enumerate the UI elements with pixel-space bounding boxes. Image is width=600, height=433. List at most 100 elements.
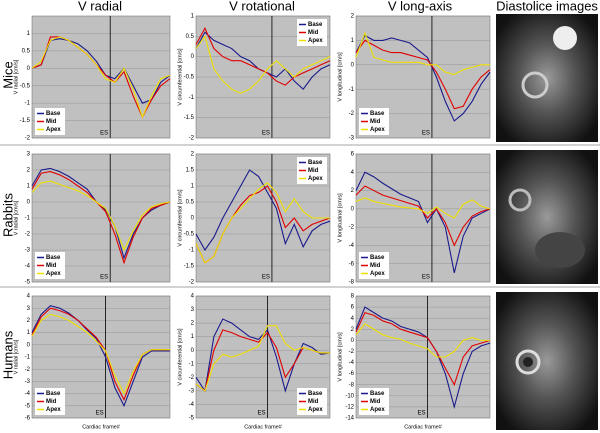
y-tick-label: -3 [25,379,31,385]
legend-label: Apex [370,407,385,413]
legend-label: Apex [46,127,61,133]
es-label: ES [262,131,270,137]
y-tick-label: 0 [351,206,355,212]
y-tick-label: 0 [191,54,195,60]
y-tick-label: -2 [349,111,355,117]
legend-label: Mid [370,119,381,125]
y-tick-label: -8 [349,382,355,388]
series-line [355,197,491,219]
series-line [355,185,491,247]
y-axis-label: V longitudinal [cm/s] [337,193,343,243]
es-label: ES [417,411,425,417]
y-tick-label: 8 [351,294,355,300]
series-line [195,325,330,392]
y-tick-label: 4 [27,294,31,300]
y-tick-label: 1 [191,14,195,20]
mri-image [496,150,598,284]
legend-label: Base [46,391,61,397]
legend-label: Apex [308,176,323,182]
legend-label: Mid [308,168,319,174]
legend-label: Base [370,391,385,397]
y-tick-label: 0 [27,342,31,348]
y-tick-label: -1 [25,216,31,222]
series-line [195,26,331,86]
y-tick-label: 3 [191,307,195,313]
y-tick-label: 6 [351,305,355,311]
legend-label: Base [370,255,385,261]
y-axis-label: V radial [cm/s] [13,59,19,94]
y-tick-label: -12 [345,404,354,410]
y-tick-label: -1 [189,248,195,254]
y-tick-label: -4 [25,391,31,397]
y-tick-label: 1 [27,31,31,37]
y-tick-label: -2 [25,367,31,373]
legend-label: Mid [308,399,319,405]
series-line [195,35,331,94]
y-tick-label: -3 [25,248,31,254]
y-tick-label: 2 [351,188,355,194]
es-label: ES [422,275,430,281]
es-label: ES [96,411,104,417]
y-tick-label: 0 [191,216,195,222]
series-line [355,31,490,76]
row-label: Mice [0,61,15,88]
row-label: Humans [0,330,15,379]
legend-label: Base [308,391,323,397]
y-tick-label: -2 [189,136,195,142]
y-tick-label: -6 [25,416,31,422]
x-axis-label: Cardiac frame# [404,424,443,430]
series-line [31,313,170,395]
y-tick-label: -0.5 [184,75,195,81]
y-tick-label: 4 [351,316,355,322]
legend-label: Base [370,111,385,117]
row-label: Rabbits [0,192,15,237]
y-tick-label: 0 [191,348,195,354]
y-tick-label: 1.5 [186,168,195,174]
mri-image [496,292,598,430]
y-tick-label: 2 [191,321,195,327]
es-label: ES [100,131,108,137]
y-tick-label: -6 [349,261,355,267]
y-tick-label: 1 [27,330,31,336]
y-tick-label: -2 [25,136,31,142]
legend-label: Base [308,160,323,166]
legend-label: Apex [370,127,385,133]
y-tick-label: 0.5 [22,48,31,54]
series-line [355,306,491,410]
series-line [31,38,171,104]
y-tick-label: -10 [345,393,354,399]
y-axis-label: V radial [cm/s] [13,339,19,374]
legend-label: Mid [370,399,381,405]
y-axis-label: V radial [cm/s] [13,200,19,235]
legend-label: Base [308,22,323,28]
legend-label: Apex [46,271,61,277]
series-line [195,182,330,264]
x-axis-label: Cardiac frame# [244,424,283,430]
y-tick-label: -4 [349,243,355,249]
legend-label: Mid [46,119,57,125]
y-tick-label: 0 [351,62,355,68]
y-tick-label: -2 [349,225,355,231]
y-axis-label: V circumferential [cm/s] [177,189,183,247]
y-tick-label: 2 [27,318,31,324]
column-header: V rotational [229,0,295,13]
y-tick-label: -14 [345,416,354,422]
y-tick-label: -5 [25,403,31,409]
y-tick-label: 2 [351,14,355,20]
y-tick-label: 2 [351,327,355,333]
column-header: Diastolice images [496,0,598,13]
y-tick-label: -3 [189,388,195,394]
es-label: ES [262,275,270,281]
y-tick-label: 1 [351,38,355,44]
y-tick-label: 3 [27,306,31,312]
y-tick-label: -6 [349,371,355,377]
legend-label: Apex [308,407,323,413]
series-line [31,36,171,119]
y-tick-label: 1 [191,334,195,340]
y-tick-label: -2 [189,280,195,286]
legend-label: Apex [370,271,385,277]
y-tick-label: -1.5 [184,115,195,121]
y-tick-label: 1 [191,184,195,190]
legend-label: Apex [46,407,61,413]
